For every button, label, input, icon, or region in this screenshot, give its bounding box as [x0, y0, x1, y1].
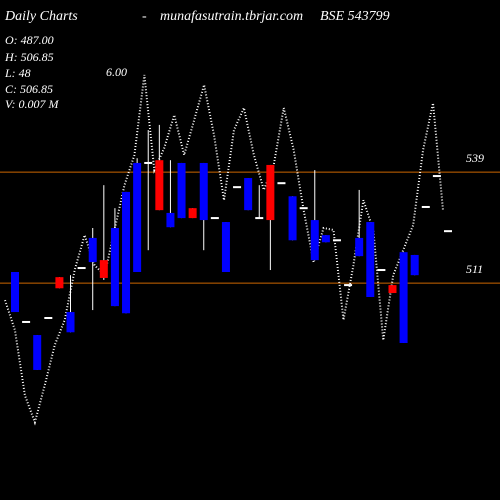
candle-body: [377, 269, 386, 272]
candle-body: [432, 175, 441, 178]
candle-body: [66, 312, 75, 333]
candle-body: [144, 161, 153, 164]
candle-body: [44, 317, 53, 320]
candle-body: [344, 284, 353, 287]
y-tick-label: 539: [466, 151, 484, 165]
candle-body: [310, 220, 319, 261]
candle-body: [33, 335, 42, 370]
annotation: C: 506.85: [5, 82, 53, 96]
candle-body: [388, 285, 397, 294]
candle-body: [177, 162, 186, 219]
candle-body: [321, 235, 330, 243]
candle-body: [155, 160, 164, 211]
chart-title: Daily Charts: [4, 9, 78, 24]
candle-body: [88, 237, 97, 263]
candle-body: [55, 277, 64, 289]
annotation: V: 0.007 M: [5, 97, 60, 111]
indicator-line: [4, 74, 444, 426]
candle-body: [288, 196, 297, 241]
candle-body: [255, 217, 264, 220]
candle-body: [133, 162, 142, 273]
y-tick-label: 511: [466, 262, 483, 276]
candle-body: [199, 162, 208, 221]
candle-body: [355, 237, 364, 257]
candle-body: [233, 186, 242, 189]
candle-body: [366, 222, 375, 297]
candle-body: [77, 267, 86, 270]
symbol: BSE 543799: [320, 9, 390, 24]
candle-body: [277, 182, 286, 185]
candle-body: [122, 191, 131, 314]
candle-body: [332, 239, 341, 242]
candle-body: [410, 254, 419, 276]
annotation: L: 48: [4, 66, 31, 80]
separator: -: [142, 9, 147, 24]
candle-body: [22, 320, 31, 323]
candle-body: [421, 205, 430, 208]
candle-body: [188, 208, 197, 219]
candle-body: [11, 272, 19, 313]
candle-body: [221, 222, 230, 273]
candle-body: [444, 230, 452, 233]
annotation: H: 506.85: [4, 50, 54, 64]
candle-body: [110, 227, 119, 307]
candle-body: [399, 252, 408, 343]
annotation: 6.00: [106, 65, 127, 79]
candle-body: [99, 260, 108, 278]
candle-body: [244, 178, 253, 211]
candle-body: [210, 217, 219, 220]
site: munafasutrain.tbrjar.com: [160, 9, 303, 24]
candle-body: [266, 164, 275, 221]
candle-body: [166, 212, 175, 228]
candle-body: [299, 207, 308, 210]
annotation: O: 487.00: [5, 33, 54, 47]
